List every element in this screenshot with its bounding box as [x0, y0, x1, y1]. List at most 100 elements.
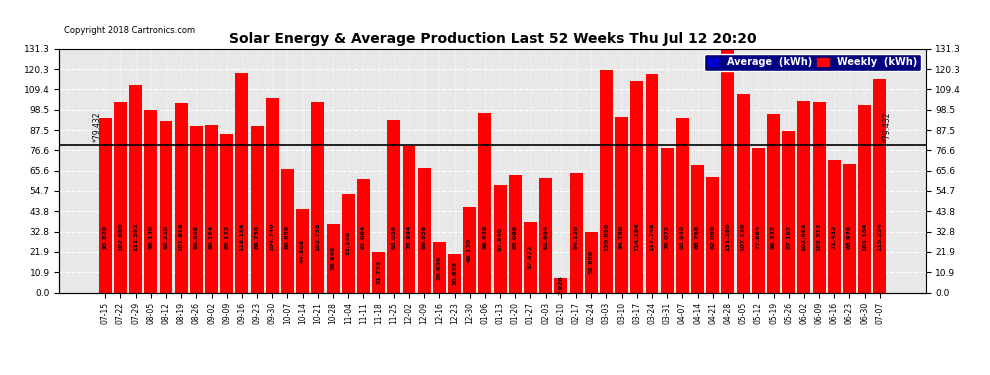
Text: 61.694: 61.694	[544, 225, 548, 249]
Bar	[554, 278, 567, 292]
Bar	[585, 231, 598, 292]
Bar	[145, 110, 157, 292]
Text: 89.508: 89.508	[194, 225, 199, 249]
Text: 7.926: 7.926	[558, 275, 563, 295]
Bar	[236, 73, 248, 292]
Text: 107.136: 107.136	[741, 222, 745, 251]
Bar	[342, 194, 354, 292]
Bar	[221, 134, 234, 292]
Text: 61.064: 61.064	[361, 225, 366, 249]
Text: 63.096: 63.096	[513, 225, 518, 249]
Text: 32.856: 32.856	[589, 250, 594, 274]
Text: 21.732: 21.732	[376, 260, 381, 285]
Bar	[813, 102, 826, 292]
Bar	[722, 49, 735, 292]
Bar	[190, 126, 203, 292]
Legend: Average  (kWh), Weekly  (kWh): Average (kWh), Weekly (kWh)	[704, 54, 921, 71]
Text: 68.976: 68.976	[846, 225, 852, 249]
Text: 101.916: 101.916	[178, 222, 184, 251]
Text: 92.210: 92.210	[163, 225, 168, 249]
Text: 90.164: 90.164	[209, 225, 214, 249]
Bar	[281, 169, 294, 292]
Text: 102.512: 102.512	[817, 222, 822, 251]
Bar	[843, 165, 856, 292]
Text: 115.224: 115.224	[877, 222, 882, 251]
Text: 37.972: 37.972	[528, 245, 533, 269]
Text: 98.130: 98.130	[148, 225, 153, 249]
Title: Solar Energy & Average Production Last 52 Weeks Thu Jul 12 20:20: Solar Energy & Average Production Last 5…	[229, 32, 756, 46]
Text: 117.748: 117.748	[649, 222, 654, 251]
Bar	[828, 160, 841, 292]
Bar	[751, 148, 764, 292]
Bar	[159, 122, 172, 292]
Bar	[797, 101, 811, 292]
Bar	[463, 207, 476, 292]
Text: 89.750: 89.750	[254, 225, 259, 249]
Text: 102.680: 102.680	[118, 223, 123, 251]
Bar	[448, 254, 461, 292]
Text: 96.638: 96.638	[482, 225, 487, 249]
Bar	[418, 168, 431, 292]
Bar	[540, 178, 552, 292]
Bar	[174, 103, 188, 292]
Text: 111.592: 111.592	[133, 222, 139, 251]
Text: 66.856: 66.856	[422, 225, 427, 249]
Text: 46.130: 46.130	[467, 238, 472, 262]
Text: 93.840: 93.840	[680, 225, 685, 249]
Bar	[737, 94, 749, 292]
Text: 114.184: 114.184	[635, 222, 640, 251]
Bar	[266, 98, 279, 292]
Bar	[691, 165, 704, 292]
Text: 78.072: 78.072	[664, 225, 669, 249]
Bar	[296, 209, 309, 292]
Bar	[114, 102, 127, 292]
Text: *79.432: *79.432	[93, 112, 102, 142]
Text: *79.432: *79.432	[883, 112, 892, 142]
Text: 36.946: 36.946	[331, 246, 336, 270]
Bar	[660, 148, 673, 292]
Text: 62.080: 62.080	[710, 225, 715, 249]
Text: 71.432: 71.432	[832, 225, 837, 249]
Text: 93.820: 93.820	[103, 225, 108, 249]
Bar	[858, 105, 871, 292]
Bar	[782, 130, 795, 292]
Text: 87.192: 87.192	[786, 225, 791, 249]
Bar	[403, 146, 416, 292]
Text: 78.994: 78.994	[407, 225, 412, 249]
Bar	[99, 118, 112, 292]
Text: 104.740: 104.740	[270, 223, 275, 251]
Bar	[645, 74, 658, 292]
Text: 93.036: 93.036	[391, 225, 396, 249]
Text: 53.140: 53.140	[346, 231, 350, 255]
Text: 26.936: 26.936	[437, 255, 442, 280]
Bar	[873, 79, 886, 292]
Bar	[478, 113, 491, 292]
Bar	[357, 179, 370, 292]
Bar	[387, 120, 400, 292]
Text: 66.658: 66.658	[285, 225, 290, 249]
Bar	[494, 186, 507, 292]
Bar	[569, 174, 582, 292]
Bar	[205, 125, 218, 292]
Text: 68.768: 68.768	[695, 225, 700, 249]
Bar	[524, 222, 537, 292]
Text: 131.280: 131.280	[726, 222, 731, 251]
Text: 44.808: 44.808	[300, 239, 305, 263]
Bar	[372, 252, 385, 292]
Bar	[433, 243, 446, 292]
Bar	[312, 102, 325, 292]
Bar	[600, 70, 613, 292]
Text: 120.020: 120.020	[604, 223, 609, 251]
Text: 20.838: 20.838	[452, 261, 457, 285]
Text: 96.332: 96.332	[771, 225, 776, 249]
Text: Copyright 2018 Cartronics.com: Copyright 2018 Cartronics.com	[64, 26, 195, 35]
Text: 102.738: 102.738	[316, 222, 321, 251]
Text: 77.864: 77.864	[755, 225, 761, 249]
Text: 57.640: 57.640	[498, 227, 503, 251]
Bar	[327, 224, 340, 292]
Bar	[129, 86, 142, 292]
Text: 101.104: 101.104	[862, 223, 867, 251]
Text: 118.156: 118.156	[240, 222, 245, 251]
Text: 102.968: 102.968	[801, 222, 807, 251]
Bar	[509, 176, 522, 292]
